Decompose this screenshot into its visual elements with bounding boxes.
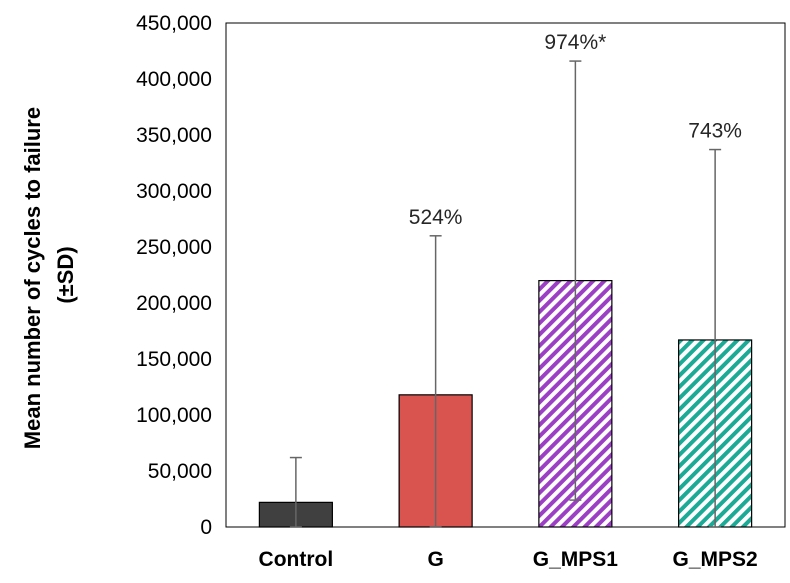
error-bar-g-mps2: [709, 148, 722, 528]
error-bar-control: [289, 456, 302, 528]
y-axis-ticks: 0 50,000 100,000 150,000 200,000 250,000 300,0…: [136, 12, 212, 539]
y-tick-label: 50,000: [148, 460, 212, 483]
y-axis-label-line2: (±SD): [53, 246, 78, 303]
data-label: 974%*: [544, 31, 606, 54]
error-bar-g: [429, 235, 442, 528]
category-label: Control: [259, 548, 334, 571]
y-axis-label: Mean number of cycles to failure (±SD): [20, 101, 78, 449]
plot-area: [225, 22, 786, 528]
data-label: 743%: [688, 120, 742, 143]
error-bars: [289, 60, 722, 528]
y-tick-label: 150,000: [136, 348, 212, 371]
y-tick-label: 100,000: [136, 404, 212, 427]
bars: [258, 280, 753, 528]
category-label: G_MPS2: [673, 548, 758, 571]
y-axis-label-line1: Mean number of cycles to failure: [20, 107, 45, 449]
y-tick-label: 250,000: [136, 236, 212, 259]
y-tick-label: 0: [200, 516, 212, 539]
category-labels: Control G G_MPS1 G_MPS2: [259, 548, 758, 571]
y-tick-label: 450,000: [136, 12, 212, 35]
data-labels: 524% 974%* 743%: [409, 31, 742, 229]
data-label: 524%: [409, 206, 463, 229]
category-label: G: [427, 548, 443, 571]
y-tick-label: 300,000: [136, 180, 212, 203]
y-tick-label: 400,000: [136, 68, 212, 91]
y-tick-label: 200,000: [136, 292, 212, 315]
category-label: G_MPS1: [533, 548, 619, 571]
error-bar-g-mps1: [569, 60, 582, 501]
y-tick-label: 350,000: [136, 124, 212, 147]
